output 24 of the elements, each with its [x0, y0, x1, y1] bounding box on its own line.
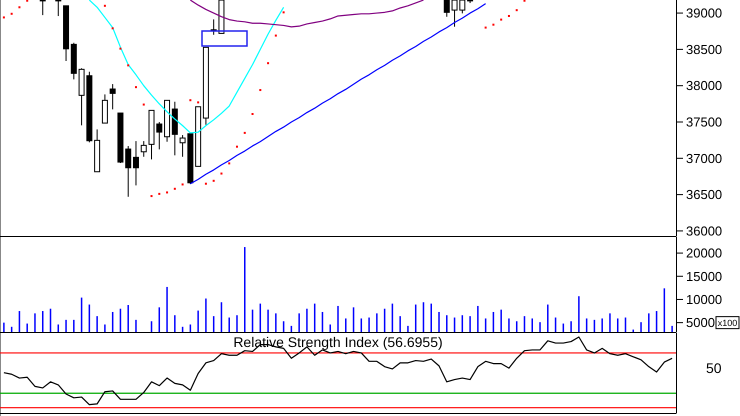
text: 50 [706, 360, 722, 376]
candlestick [55, 0, 62, 17]
candlestick [180, 134, 186, 158]
y-tick-label: 36000 [686, 223, 722, 238]
y-tick-label: 20000 [686, 246, 722, 261]
y-tick-label: 38000 [686, 78, 722, 94]
line-series [190, 0, 424, 28]
line-series [88, 0, 284, 134]
candlestick [140, 140, 147, 158]
candlestick [102, 94, 108, 124]
y-tick-label: 5000 [686, 315, 715, 330]
candlestick [132, 140, 139, 186]
text: x100 [718, 318, 738, 328]
y-tick-label: 15000 [686, 268, 722, 284]
y-tick-label: 10000 [686, 292, 722, 307]
y-tick-label: 37000 [686, 150, 722, 166]
y-tick-label: 37500 [686, 114, 722, 130]
y-tick-label: 39000 [686, 6, 722, 21]
y-tick-label: 36500 [686, 187, 722, 202]
y-tick-label: 38500 [686, 42, 722, 57]
line-series [190, 3, 486, 184]
candlestick [40, 0, 46, 16]
chart-title: Relative Strength Index (56.6955) [233, 334, 443, 350]
candlestick [110, 84, 116, 110]
